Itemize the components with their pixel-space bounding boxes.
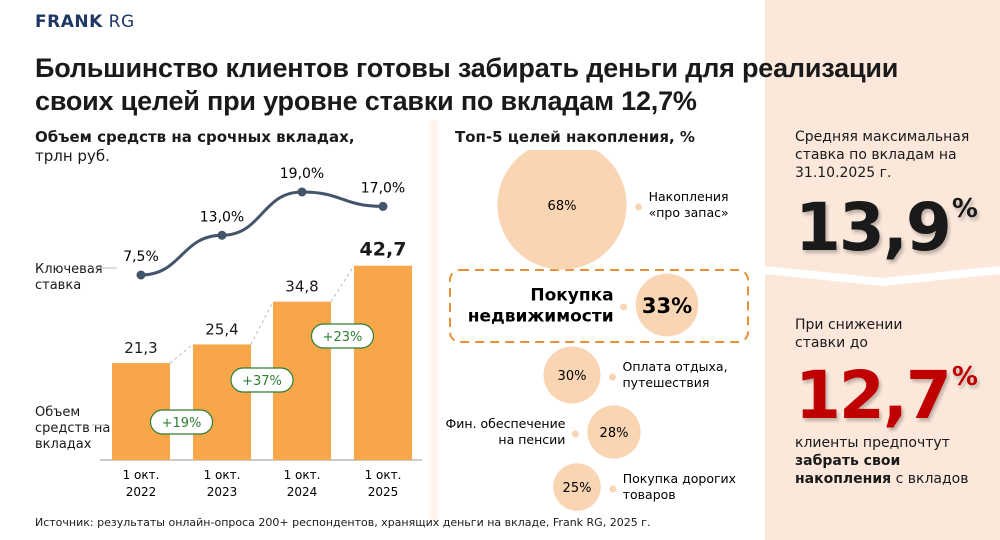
key-rate-point	[217, 230, 227, 240]
growth-badge-label: +37%	[242, 374, 282, 389]
bar	[354, 265, 412, 460]
goal-bubble	[587, 405, 641, 459]
x-tick-label: 2025	[368, 485, 399, 499]
growth-badge-label: +19%	[162, 416, 202, 431]
goals-chart-title: Топ-5 целей накопления, %	[455, 128, 695, 146]
goal-bubble	[635, 273, 699, 337]
drop-rate-value: 12,7%	[795, 357, 978, 434]
bar-value-label: 25,4	[205, 320, 238, 338]
goal-value: 33%	[642, 294, 692, 318]
bar-value-label: 42,7	[360, 239, 407, 261]
key-rate-point	[136, 270, 146, 280]
growth-badge-label: +23%	[323, 330, 363, 345]
deposits-legend: Объем средств на вкладах	[35, 405, 111, 452]
growth-connector	[169, 344, 194, 364]
panel-divider	[765, 266, 1000, 286]
key-rate-line	[140, 190, 384, 277]
key-rate-point	[378, 201, 388, 211]
x-tick-label: 1 окт.	[365, 468, 402, 482]
goal-label: товаров	[623, 487, 676, 502]
growth-badge	[149, 409, 214, 435]
growth-connector	[250, 301, 274, 345]
logo: FRANK RG	[35, 12, 135, 32]
outcome-text: клиенты предпочтут забрать свои накоплен…	[795, 435, 969, 487]
x-tick-label: 1 окт.	[123, 468, 160, 482]
goal-label: недвижимости	[468, 307, 614, 327]
goal-value: 28%	[600, 426, 629, 441]
goal-dot	[571, 430, 579, 438]
goal-bubble	[543, 346, 601, 404]
goals-chart: 68% Накопления«про запас» 33% Покупканедвиж…	[446, 150, 749, 511]
bar	[193, 344, 251, 460]
drop-rate-label: При снижении ставки до	[795, 317, 903, 351]
goal-label: Покупка дорогих	[623, 471, 736, 486]
goal-label: Накопления	[649, 189, 729, 204]
x-tick-label: 1 окт.	[204, 468, 241, 482]
bar-value-label: 34,8	[285, 278, 318, 296]
x-tick-label: 2022	[126, 485, 157, 499]
avg-rate-value: 13,9%	[795, 189, 978, 266]
goal-dot	[620, 303, 628, 311]
goal-label: Покупка	[530, 286, 613, 306]
growth-badge	[230, 367, 294, 393]
goal-label: Оплата отдыха,	[623, 359, 728, 374]
goal-bubble	[497, 150, 627, 270]
goal-label: путешествия	[623, 375, 710, 390]
goal-label: «про запас»	[649, 205, 729, 220]
goal-dot	[609, 373, 616, 381]
goal-value: 25%	[563, 481, 592, 496]
x-tick-label: 1 окт.	[284, 468, 321, 482]
goal-label: Фин. обеспечение	[446, 416, 566, 431]
page-title: Большинство клиентов готовы забирать ден…	[35, 53, 899, 116]
highlight-box	[449, 269, 749, 343]
growth-badge	[310, 323, 375, 349]
column-divider	[428, 120, 440, 520]
deposits-chart: 21,3 1 окт. 2022 25,4 1 окт. 2023 +19% 34,8 1 ок…	[92, 166, 422, 499]
goal-value: 30%	[558, 369, 587, 384]
key-rate-legend: Ключевая ставка	[35, 262, 103, 293]
x-tick-label: 2023	[207, 485, 238, 499]
deposits-chart-title: Объем средств на срочных вкладах, трлн ру…	[35, 128, 355, 165]
avg-rate-label: Средняя максимальная ставка по вкладам н…	[795, 129, 970, 181]
goal-dot	[635, 203, 643, 211]
key-rate-point	[297, 187, 307, 197]
key-rate-label: 17,0%	[361, 180, 405, 196]
growth-connector	[330, 265, 355, 302]
goal-label: на пенсии	[498, 432, 565, 447]
key-rate-label: 13,0%	[200, 209, 244, 225]
bar-value-label: 21,3	[124, 339, 157, 357]
source-note: Источник: результаты онлайн-опроса 200+ …	[35, 516, 651, 529]
goal-bubble	[553, 463, 601, 511]
goal-dot	[609, 485, 617, 493]
goal-value: 68%	[548, 199, 577, 214]
key-rate-label: 19,0%	[280, 166, 324, 182]
key-rate-label: 7,5%	[123, 249, 159, 265]
x-tick-label: 2024	[287, 485, 318, 499]
